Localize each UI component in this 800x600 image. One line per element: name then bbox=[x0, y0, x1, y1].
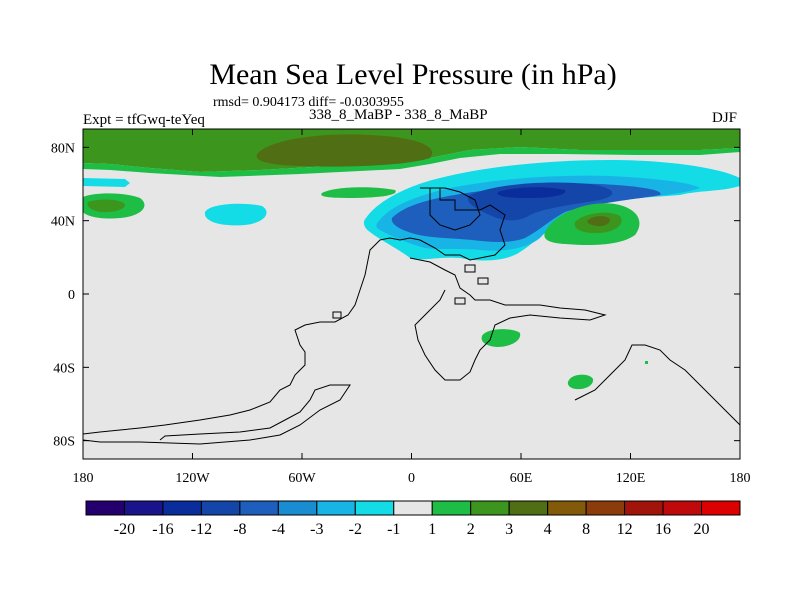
colorbar-label: 3 bbox=[505, 521, 513, 538]
continent-outlines bbox=[83, 187, 740, 445]
colorbar-swatch bbox=[662, 500, 703, 516]
colorbar-swatch bbox=[354, 500, 395, 516]
field-indian-positive bbox=[481, 329, 521, 347]
contour-fields bbox=[83, 129, 740, 445]
x-tick-label: 60W bbox=[288, 471, 316, 486]
plot-area bbox=[82, 128, 741, 460]
field-tiny-positive bbox=[645, 361, 648, 364]
outline-islands-1 bbox=[464, 264, 476, 273]
field-npac-negative bbox=[204, 203, 267, 226]
colorbar-swatch bbox=[316, 500, 356, 516]
colorbar-swatch bbox=[624, 500, 664, 516]
colorbar-swatch bbox=[547, 500, 587, 516]
colorbar-label: 2 bbox=[467, 521, 475, 538]
colorbar-label: 20 bbox=[694, 521, 710, 538]
colorbar-swatch bbox=[277, 500, 318, 516]
colorbar-swatch bbox=[431, 500, 472, 516]
y-tick-label: 0 bbox=[68, 288, 75, 303]
experiment-label: Expt = tfGwq-teYeq bbox=[83, 112, 205, 128]
colorbar-swatch bbox=[701, 500, 741, 516]
colorbar-swatch bbox=[162, 500, 202, 516]
colorbar-label: -3 bbox=[310, 521, 323, 538]
colorbar-label: -20 bbox=[114, 521, 135, 538]
x-tick-label: 180 bbox=[730, 471, 751, 486]
x-tick-label: 60E bbox=[510, 471, 533, 486]
x-tick-label: 120E bbox=[616, 471, 646, 486]
season-label: DJF bbox=[712, 110, 738, 126]
x-tick-label: 180 bbox=[73, 471, 94, 486]
field-sindian-positive bbox=[567, 374, 594, 390]
field-arctic-core bbox=[256, 134, 433, 167]
colorbar-label: 1 bbox=[428, 521, 436, 538]
field-strip-negative bbox=[83, 178, 130, 187]
axes: 180 120W 60W 0 60E 120E 180 80N 40N 0 40S 80S bbox=[51, 129, 751, 486]
outline-greenland bbox=[429, 187, 481, 231]
colorbar-label: -16 bbox=[152, 521, 173, 538]
outline-islands-4 bbox=[332, 311, 342, 319]
field-small-positive bbox=[321, 187, 396, 198]
colorbar-label: -2 bbox=[349, 521, 362, 538]
field-npac-positive-core bbox=[87, 199, 126, 213]
colorbar-label: 12 bbox=[617, 521, 633, 538]
y-tick-label: 40S bbox=[53, 361, 75, 376]
outline-australia bbox=[574, 344, 740, 426]
colorbar-label: 8 bbox=[582, 521, 590, 538]
field-eurasia-negative-deep bbox=[497, 187, 566, 198]
colorbar-swatch bbox=[85, 500, 125, 516]
x-tick-label: 0 bbox=[408, 471, 415, 486]
colorbar-label: 16 bbox=[655, 521, 671, 538]
colorbar-swatch bbox=[123, 500, 164, 516]
difference-label: 338_8_MaBP - 338_8_MaBP bbox=[309, 107, 488, 123]
rmsd-diff-stats: rmsd= 0.904173 diff= -0.0303955 bbox=[213, 95, 404, 110]
colorbar-label: -12 bbox=[191, 521, 212, 538]
colorbar-swatch bbox=[470, 500, 510, 516]
field-asia-positive-deep bbox=[587, 216, 611, 227]
y-tick-label: 40N bbox=[51, 215, 75, 230]
outline-south-cone bbox=[83, 384, 351, 445]
colorbar-swatch bbox=[393, 500, 433, 516]
y-tick-label: 80S bbox=[53, 435, 75, 450]
x-tick-label: 120W bbox=[175, 471, 210, 486]
outline-islands-2 bbox=[477, 277, 489, 285]
colorbar-swatch bbox=[585, 500, 626, 516]
colorbar-label: -1 bbox=[387, 521, 400, 538]
outline-americas bbox=[83, 187, 506, 435]
colorbar-label: 4 bbox=[544, 521, 552, 538]
outline-islands-3 bbox=[454, 297, 466, 305]
y-tick-label: 80N bbox=[51, 141, 75, 156]
colorbar-swatch bbox=[200, 500, 241, 516]
colorbar-label: -4 bbox=[272, 521, 285, 538]
outline-africa bbox=[409, 257, 607, 381]
colorbar-label: -8 bbox=[233, 521, 246, 538]
colorbar-swatch bbox=[508, 500, 549, 516]
colorbar: -20 -16 -12 -8 -4 -3 -2 -1 1 2 3 4 8 12 16 20 bbox=[85, 500, 741, 538]
chart-title: Mean Sea Level Pressure (in hPa) bbox=[209, 58, 617, 91]
colorbar-swatch bbox=[239, 500, 279, 516]
